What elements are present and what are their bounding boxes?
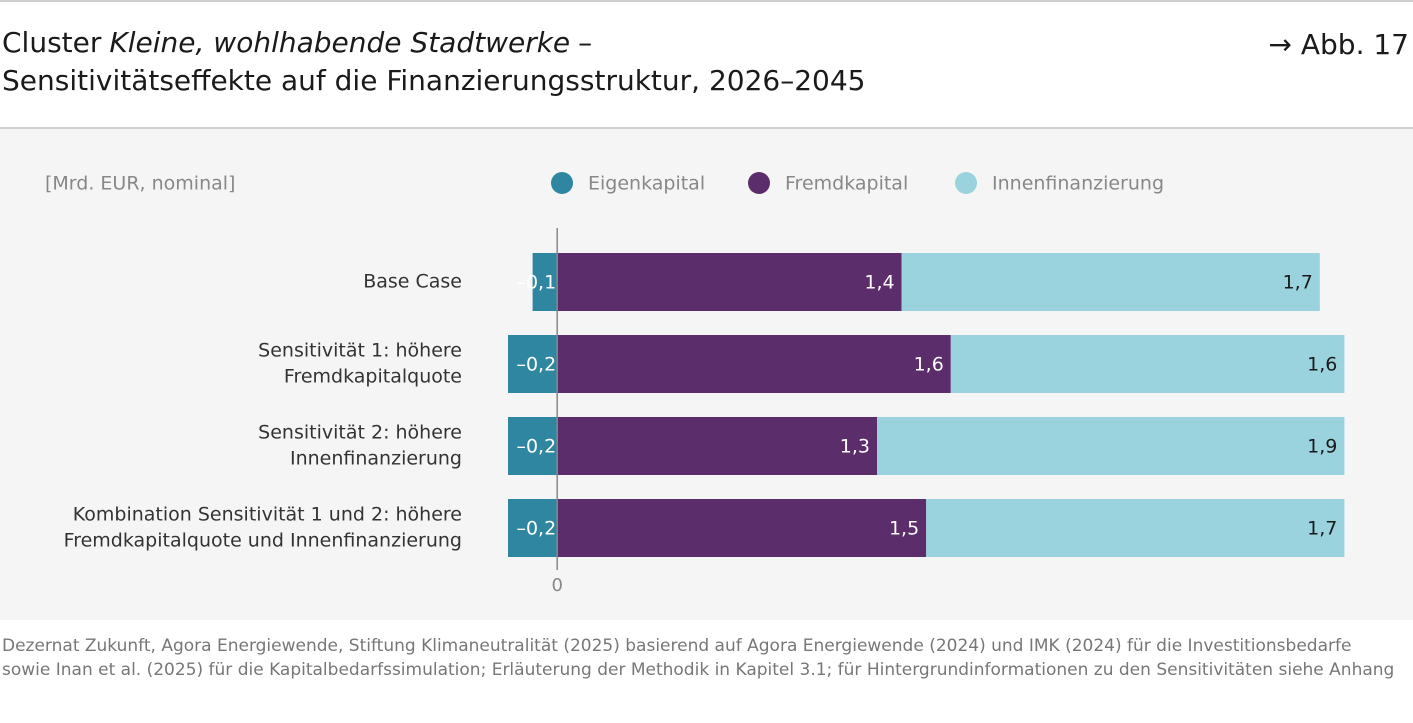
x-tick-label: 0 [551,575,562,596]
title-prefix: Cluster [2,26,102,59]
value-label: 1,6 [914,354,944,376]
bar-segment [557,253,902,311]
legend-label: Innenfinanzierung [992,173,1164,195]
bar-segment [532,253,558,311]
category-label: Kombination Sensitivität 1 und 2: höhere [73,504,462,526]
bar-segment [901,253,1320,311]
unit-label: [Mrd. EUR, nominal] [45,173,235,195]
bar-segment [877,417,1345,475]
value-label: –0,2 [516,436,556,458]
value-label: –0,2 [516,354,556,376]
bar-segment [508,417,558,475]
category-label: Sensitivität 1: höhere [258,340,462,362]
top-rule [0,0,1413,2]
value-label: 1,5 [889,518,919,540]
figure-ref: → Abb. 17 [1268,28,1410,61]
legend-label: Eigenkapital [588,173,705,195]
value-label: 1,9 [1307,436,1337,458]
value-label: 1,7 [1307,518,1337,540]
bar-segment [557,417,877,475]
value-label: –0,1 [516,272,556,294]
legend-marker [955,172,977,194]
legend-label: Fremdkapital [785,173,908,195]
bar-segment [557,499,927,557]
category-label: Fremdkapitalquote und Innenfinanzierung [64,530,462,552]
value-label: –0,2 [516,518,556,540]
value-label: 1,7 [1283,272,1313,294]
title-suffix: – [578,26,593,59]
header-rule [0,127,1413,129]
category-label: Fremdkapitalquote [284,366,462,388]
category-label: Innenfinanzierung [290,448,462,470]
category-label: Sensitivität 2: höhere [258,422,462,444]
source-note: Dezernat Zukunft, Agora Energiewende, St… [2,636,1395,680]
bar-segment [926,499,1345,557]
legend-marker [551,172,573,194]
bar-segment [557,335,951,393]
bar-segment [508,499,558,557]
legend-marker [748,172,770,194]
title-line-2: Sensitivitätseffekte auf die Finanzierun… [2,64,866,97]
value-label: 1,3 [840,436,870,458]
bar-segment [508,335,558,393]
chart: [Mrd. EUR, nominal] Eigenkapital Fremdkap… [0,129,1413,620]
value-label: 1,4 [864,272,894,294]
value-label: 1,6 [1307,354,1337,376]
title-emphasis: Kleine, wohlhabende Stadtwerke [109,26,571,59]
category-label: Base Case [363,271,462,293]
title-line-1: Cluster Kleine, wohlhabende Stadtwerke – [2,26,592,59]
bar-segment [950,335,1345,393]
